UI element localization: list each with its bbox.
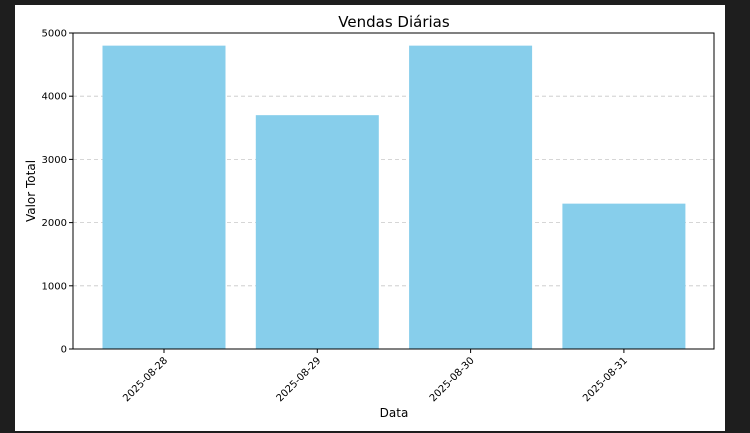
chart-title: Vendas Diárias	[338, 13, 450, 31]
y-tick-label: 2000	[42, 218, 67, 229]
y-tick-label: 0	[61, 345, 67, 356]
x-tick-label: 2025-08-30	[428, 355, 477, 404]
bars	[102, 45, 686, 349]
bar-2025-08-29	[255, 115, 379, 349]
y-axis-label: Valor Total	[24, 160, 38, 222]
y-axis: 0 1000 2000 3000 4000 5000	[42, 29, 73, 356]
x-axis-label: Data	[380, 406, 409, 420]
y-tick-label: 1000	[42, 281, 67, 292]
bar-2025-08-31	[562, 203, 686, 349]
bar-2025-08-30	[409, 45, 533, 349]
plot-area	[72, 32, 715, 350]
y-tick-label: 4000	[42, 92, 67, 103]
chart-frame: Vendas Diárias 0 1000 2000 3000 4000 5000 202…	[15, 5, 725, 431]
x-tick-label: 2025-08-29	[275, 355, 324, 404]
bar-chart: Vendas Diárias 0 1000 2000 3000 4000 5000 202…	[24, 13, 715, 420]
y-tick-label: 3000	[42, 155, 67, 166]
x-tick-label: 2025-08-31	[581, 355, 630, 404]
y-tick-label: 5000	[42, 29, 67, 40]
bar-2025-08-28	[102, 45, 226, 349]
x-tick-label: 2025-08-28	[121, 355, 170, 404]
x-axis: 2025-08-28 2025-08-29 2025-08-30 2025-08-31	[121, 349, 630, 404]
